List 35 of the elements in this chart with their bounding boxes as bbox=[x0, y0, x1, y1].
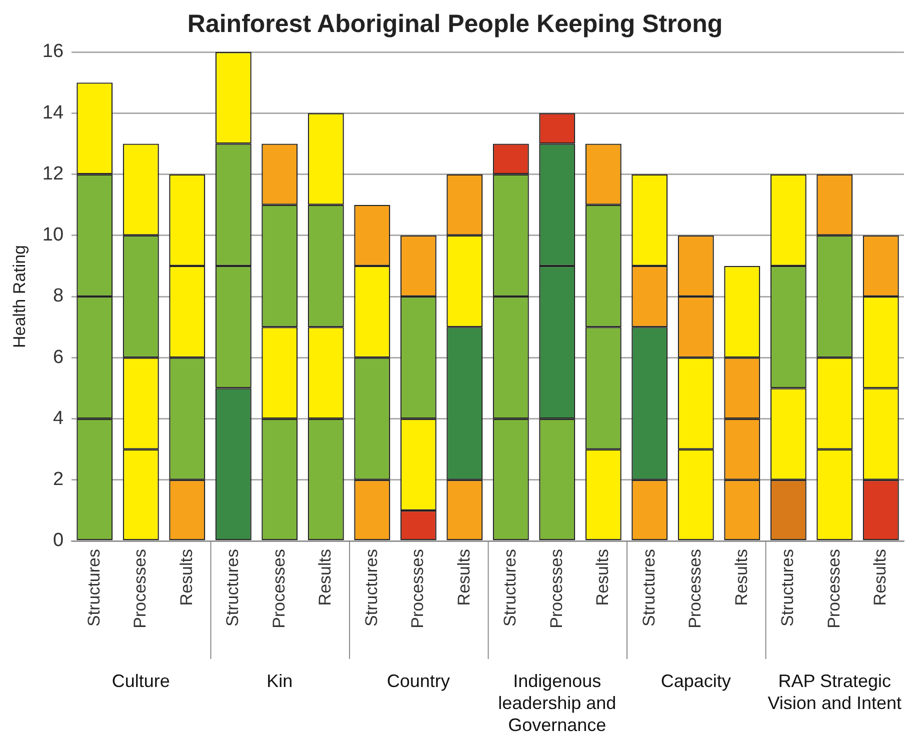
x-tick-label: Results bbox=[593, 549, 612, 606]
y-axis-title: Health Rating bbox=[10, 244, 29, 348]
x-tick-label: Structures bbox=[778, 549, 798, 626]
x-tick-label: Results bbox=[316, 549, 335, 606]
x-tick-label: Processes bbox=[824, 549, 844, 628]
x-tick-label: Results bbox=[454, 549, 474, 606]
x-tick-label: Processes bbox=[408, 549, 428, 628]
text: Kin bbox=[266, 670, 293, 691]
x-tick-label: Structures bbox=[639, 549, 658, 626]
y-tick-label: 2 bbox=[52, 469, 64, 490]
x-tick-label: Processes bbox=[686, 549, 705, 628]
x-tick-label: Results bbox=[176, 549, 196, 606]
x-tick-label: Processes bbox=[546, 549, 566, 628]
y-tick-label: 0 bbox=[52, 530, 64, 552]
x-tick-label: Processes bbox=[269, 549, 288, 628]
x-tick-label: Results bbox=[870, 549, 890, 606]
x-tick-label: Results bbox=[732, 549, 751, 606]
x-tick-label: Structures bbox=[84, 549, 104, 626]
y-tick-label: 14 bbox=[42, 102, 64, 124]
x-tick-label: Structures bbox=[362, 549, 381, 626]
chart-title: Rainforest Aboriginal People Keeping Strong bbox=[187, 10, 723, 38]
y-tick-label: 4 bbox=[52, 408, 64, 429]
y-tick-label: 6 bbox=[52, 346, 64, 368]
y-tick-label: 16 bbox=[42, 41, 64, 62]
y-tick-label: 8 bbox=[52, 286, 64, 307]
x-tick-label: Structures bbox=[223, 549, 242, 626]
x-tick-label: Processes bbox=[130, 549, 150, 628]
x-tick-label: Structures bbox=[500, 549, 520, 626]
text: Country bbox=[386, 670, 450, 691]
y-tick-label: 10 bbox=[42, 224, 64, 246]
text: Capacity bbox=[660, 670, 731, 691]
text: RAP Strategic Vision and Intent bbox=[768, 670, 902, 713]
text: Indigenous leadership and Governance bbox=[498, 670, 616, 735]
text: Culture bbox=[112, 670, 170, 691]
y-tick-label: 12 bbox=[42, 163, 64, 184]
